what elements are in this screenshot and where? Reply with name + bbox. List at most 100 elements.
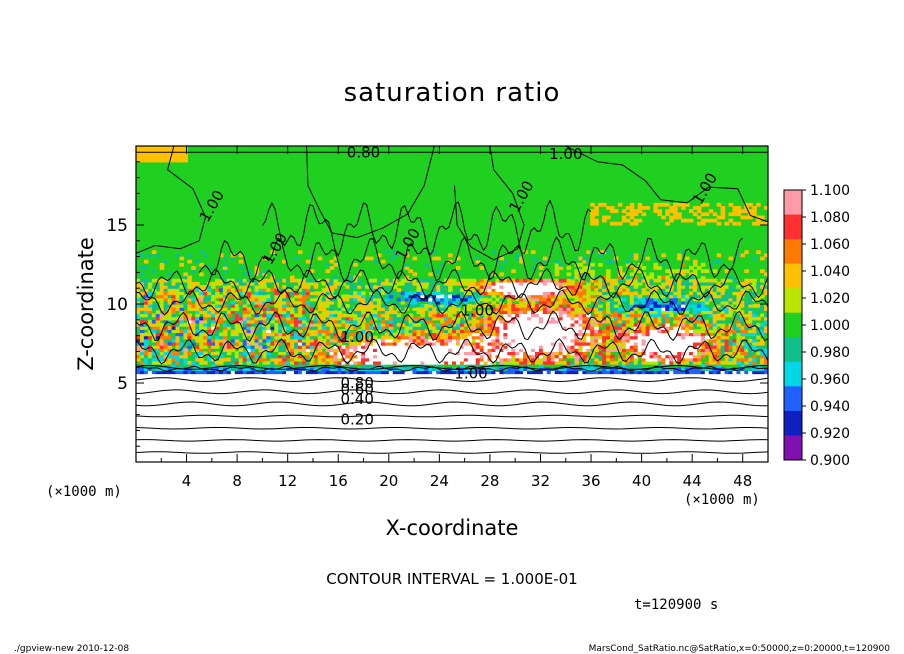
field-cell: [294, 386, 299, 390]
field-cell: [606, 373, 611, 378]
field-cell: [534, 449, 540, 454]
field-cell: [317, 452, 323, 457]
field-cell: [139, 449, 145, 454]
field-cell: [499, 386, 504, 390]
field-cell: [606, 458, 611, 462]
field-cell: [254, 420, 260, 425]
field-cell: [341, 373, 346, 378]
field-cell: [329, 408, 335, 413]
field-cell: [452, 420, 457, 425]
field-cell: [309, 395, 315, 400]
field-cell: [677, 408, 682, 413]
field-cell: [704, 424, 710, 428]
field-cell: [365, 370, 370, 375]
field-cell: [586, 427, 591, 431]
field-cell: [294, 424, 299, 428]
field-cell: [175, 360, 181, 365]
field-cell: [590, 436, 595, 441]
field-cell: [337, 405, 342, 409]
field-cell: [297, 427, 303, 431]
field-cell: [215, 417, 220, 422]
field-cell: [538, 436, 544, 441]
field-cell: [538, 392, 544, 397]
field-cell: [669, 379, 674, 384]
field-cell: [313, 360, 319, 365]
field-cell: [373, 405, 378, 409]
field-cell: [613, 411, 619, 416]
field-cell: [641, 420, 647, 425]
field-cell: [475, 414, 481, 419]
field-cell: [716, 376, 722, 381]
field-cell: [199, 411, 204, 416]
field-cell: [590, 373, 595, 378]
field-cell: [321, 446, 327, 450]
field-cell: [542, 398, 548, 403]
field-cell: [586, 433, 591, 438]
field-cell: [297, 436, 303, 441]
field-cell: [519, 367, 524, 371]
field-cell: [760, 458, 765, 462]
field-cell: [590, 405, 595, 409]
field-cell: [586, 455, 591, 460]
field-cell: [436, 386, 441, 390]
field-cell: [147, 439, 153, 444]
field-cell: [404, 436, 410, 441]
field-cell: [428, 405, 433, 409]
field-cell: [155, 370, 161, 375]
field-cell: [400, 383, 406, 387]
field-cell: [732, 446, 737, 450]
field-cell: [380, 443, 386, 447]
field-cell: [305, 424, 311, 428]
field-cell: [376, 420, 382, 425]
field-cell: [523, 401, 528, 406]
field-cell: [282, 383, 287, 387]
field-cell: [155, 405, 161, 409]
field-cell: [305, 401, 311, 406]
field-cell: [373, 408, 378, 413]
field-cell: [613, 401, 619, 406]
field-cell: [598, 443, 603, 447]
field-cell: [294, 398, 299, 403]
field-cell: [262, 433, 267, 438]
field-cell: [732, 386, 737, 390]
field-cell: [242, 376, 248, 381]
field-cell: [151, 398, 157, 403]
field-cell: [396, 439, 402, 444]
field-cell: [487, 420, 493, 425]
field-cell: [689, 436, 694, 441]
field-cell: [373, 373, 378, 378]
field-cell: [685, 443, 690, 447]
field-cell: [349, 446, 354, 450]
field-cell: [341, 411, 346, 416]
field-cell: [523, 430, 528, 435]
field-cell: [590, 452, 595, 457]
field-cell: [151, 449, 157, 454]
field-cell: [483, 414, 489, 419]
field-cell: [665, 411, 670, 416]
field-cell: [463, 436, 469, 441]
field-cell: [527, 455, 532, 460]
field-cell: [234, 439, 240, 444]
field-cell: [732, 427, 737, 431]
field-cell: [621, 376, 627, 381]
field-cell: [649, 433, 655, 438]
field-cell: [329, 360, 335, 365]
field-cell: [175, 379, 181, 384]
field-cell: [724, 439, 730, 444]
field-cell: [147, 452, 153, 457]
field-cell: [633, 401, 639, 406]
field-cell: [720, 383, 726, 387]
field-cell: [211, 436, 216, 441]
field-cell: [266, 398, 271, 403]
field-cell: [546, 414, 552, 419]
field-cell: [744, 389, 749, 394]
field-cell: [373, 455, 378, 460]
field-cell: [617, 449, 623, 454]
field-cell: [321, 379, 327, 384]
field-cell: [297, 446, 303, 450]
field-cell: [685, 449, 690, 454]
field-cell: [369, 360, 374, 365]
field-cell: [673, 383, 678, 387]
field-cell: [503, 386, 508, 390]
field-cell: [175, 446, 181, 450]
